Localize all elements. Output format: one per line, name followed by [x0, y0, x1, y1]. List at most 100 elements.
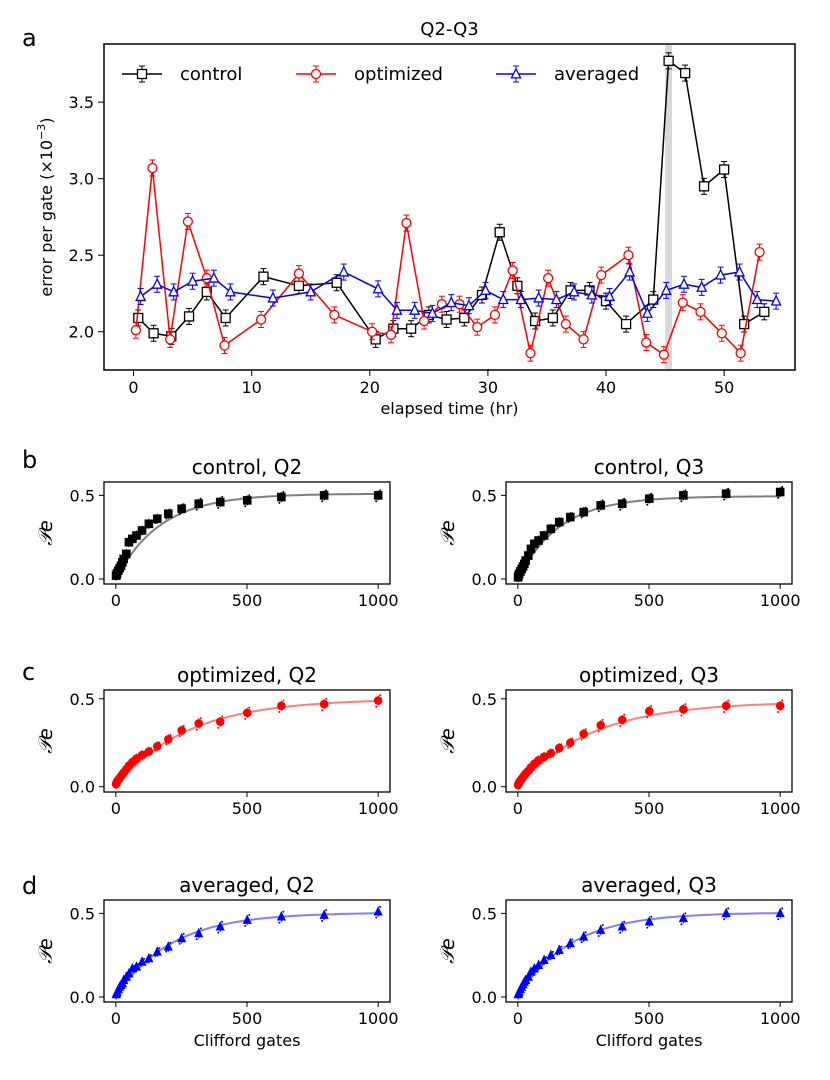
- sample-dot: [375, 500, 378, 503]
- data-point: [534, 536, 543, 545]
- data-point: [132, 531, 141, 540]
- data-point: [242, 708, 252, 718]
- data-point-optimized: [623, 250, 634, 261]
- data-point: [194, 927, 204, 938]
- data-point-optimized: [641, 337, 652, 348]
- data-point: [163, 941, 173, 951]
- data-point: [319, 909, 329, 919]
- y-tick-label: 0.5: [70, 904, 95, 923]
- data-point: [644, 706, 654, 716]
- y-tick-label: 0.0: [70, 778, 95, 797]
- sample-dot: [646, 716, 649, 719]
- sample-dot: [727, 699, 730, 702]
- axes-frame-a: [103, 43, 796, 371]
- data-point: [539, 531, 549, 540]
- data-point: [144, 747, 154, 756]
- data-point: [144, 953, 154, 963]
- data-point: [124, 968, 134, 978]
- data-point: [131, 961, 142, 971]
- data-point: [215, 497, 225, 507]
- data-point-optimized: [182, 216, 194, 227]
- data-point-averaged: [733, 265, 746, 277]
- sample-dot: [199, 927, 202, 930]
- data-point: [276, 911, 286, 921]
- sample-dot: [777, 710, 780, 713]
- data-point: [152, 946, 162, 956]
- sample-dot: [584, 728, 587, 731]
- data-point: [565, 738, 575, 748]
- sample-dot: [325, 697, 328, 700]
- x-tick-label: 10: [241, 378, 261, 397]
- data-point: [523, 971, 533, 981]
- data-point-optimized: [147, 162, 158, 174]
- data-point-averaged: [641, 306, 653, 318]
- data-point-control: [663, 55, 674, 66]
- chart-title-a: Q2-Q3: [420, 19, 478, 40]
- sample-dot: [650, 704, 653, 707]
- chart-control-q2: 0 500 1000 0.0 0.5 control, Q2 𝒫e: [35, 455, 399, 610]
- data-point-averaged: [696, 280, 708, 292]
- series-optimized: [130, 159, 765, 364]
- data-point-control: [529, 315, 541, 327]
- data-point: [565, 937, 575, 948]
- sample-dot: [178, 942, 181, 945]
- sample-dot: [723, 918, 726, 921]
- x-axis-label: Clifford gates: [194, 1031, 301, 1050]
- sample-dot: [723, 710, 726, 713]
- sample-dot: [680, 500, 683, 503]
- x-axis-label-a: elapsed time (hr): [380, 399, 518, 418]
- x-tick-label: 1000: [358, 799, 399, 818]
- data-point: [163, 509, 173, 519]
- sample-dot: [560, 945, 563, 948]
- data-point: [617, 715, 627, 725]
- y-axis-label: 𝒫e: [35, 728, 57, 753]
- chart-title: control, Q3: [594, 455, 705, 479]
- sample-dot: [195, 508, 198, 511]
- data-point-averaged: [678, 277, 690, 289]
- data-point: [137, 750, 147, 760]
- data-point: [644, 494, 654, 504]
- data-point-control: [201, 286, 212, 298]
- x-tick-label: 40: [596, 378, 616, 397]
- sample-dot: [165, 743, 168, 746]
- sample-dot: [597, 730, 600, 733]
- legend-label-control: control: [180, 64, 242, 85]
- sample-dot: [650, 492, 653, 495]
- data-point-control: [718, 164, 730, 175]
- sample-dot: [143, 957, 146, 960]
- panel-label-b: b: [22, 446, 37, 474]
- data-point-control: [183, 311, 195, 322]
- sample-dot: [325, 489, 328, 492]
- data-point: [554, 743, 564, 753]
- sample-dot: [727, 487, 730, 490]
- data-point: [242, 496, 252, 505]
- sample-dot: [680, 923, 683, 926]
- data-point-averaged: [305, 285, 317, 297]
- sample-dot: [244, 718, 247, 721]
- data-point-averaged: [391, 303, 403, 315]
- sample-dot: [379, 489, 382, 492]
- y-axis-label: 𝒫e: [35, 520, 57, 545]
- data-point-averaged: [715, 268, 727, 280]
- data-point: [596, 924, 606, 934]
- sample-dot: [217, 506, 220, 509]
- x-tick-label: 30: [478, 378, 498, 397]
- sample-dot: [325, 909, 328, 912]
- sample-dot: [278, 710, 281, 713]
- x-tick-label: 20: [360, 378, 380, 397]
- sample-dot: [580, 941, 583, 944]
- data-point: [163, 734, 173, 744]
- y-axis-label: 𝒫e: [35, 938, 57, 963]
- data-point: [644, 916, 654, 926]
- legend-label-optimized: optimized: [354, 64, 443, 85]
- data-point: [546, 749, 556, 758]
- data-point-averaged: [135, 289, 147, 302]
- x-tick-label: 500: [232, 799, 263, 818]
- chart-optimized-q2: 0 500 1000 0.0 0.5 optimized, Q2 𝒫e: [35, 663, 399, 818]
- x-tick-label: 0: [513, 1009, 523, 1028]
- data-point: [617, 499, 627, 509]
- sample-dot: [650, 915, 653, 918]
- data-point: [533, 959, 544, 969]
- series-averaged: [135, 263, 782, 322]
